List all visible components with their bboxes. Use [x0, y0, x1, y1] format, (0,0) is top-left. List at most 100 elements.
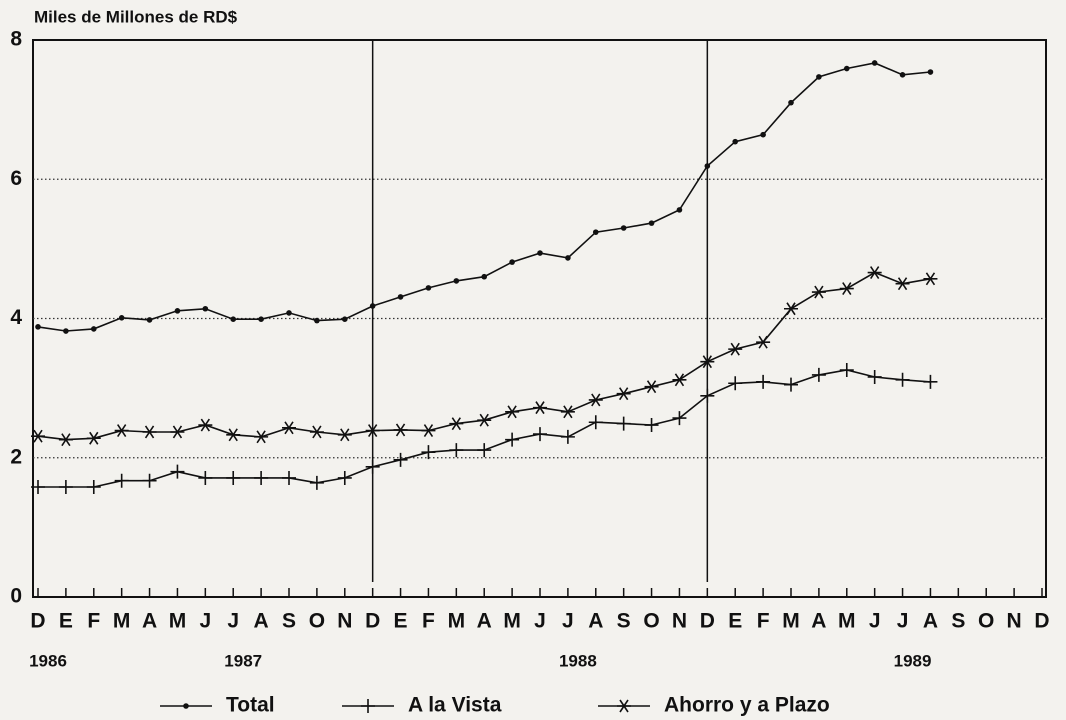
point — [728, 376, 743, 391]
point — [867, 369, 882, 384]
x-tick-label: O — [309, 610, 325, 633]
y-tick-label: 4 — [10, 306, 22, 329]
point — [537, 250, 543, 256]
point — [672, 373, 687, 387]
point — [560, 405, 575, 419]
point — [676, 207, 683, 213]
x-tick-label: J — [562, 610, 574, 633]
point — [341, 316, 348, 322]
legend-label: Ahorro y a Plazo — [664, 694, 830, 717]
x-tick-label: N — [1007, 610, 1022, 633]
point — [309, 425, 324, 439]
point — [170, 425, 185, 439]
x-tick-label: F — [757, 610, 770, 633]
point — [421, 445, 436, 460]
point — [620, 225, 627, 231]
point — [788, 99, 794, 106]
x-tick-label: D — [365, 610, 380, 633]
x-tick-label: J — [199, 610, 211, 633]
year-label: 1986 — [29, 651, 67, 670]
point — [811, 367, 826, 382]
point — [923, 272, 938, 286]
point — [170, 464, 185, 479]
series-line — [37, 62, 931, 332]
point — [365, 459, 380, 474]
x-tick-label: S — [282, 610, 296, 633]
point — [867, 266, 882, 279]
legend-label: A la Vista — [408, 694, 502, 717]
x-tick-label: J — [534, 610, 546, 633]
point — [393, 423, 408, 437]
x-tick-label: O — [643, 610, 659, 633]
x-tick-label: S — [617, 610, 631, 633]
x-tick-label: N — [672, 610, 687, 633]
point — [700, 388, 715, 403]
point — [732, 138, 739, 145]
point — [86, 431, 101, 445]
point — [644, 380, 659, 394]
point — [784, 302, 798, 316]
point — [728, 342, 743, 356]
year-label: 1988 — [559, 651, 597, 670]
point — [533, 401, 547, 415]
y-tick-label: 0 — [10, 585, 22, 608]
point — [533, 427, 547, 442]
point — [226, 428, 241, 442]
point — [453, 278, 460, 284]
point — [704, 163, 711, 169]
x-tick-label: M — [838, 610, 856, 633]
point — [477, 413, 492, 427]
point — [481, 273, 488, 280]
point — [588, 415, 603, 430]
point — [90, 326, 97, 332]
point — [895, 277, 910, 291]
legend-marker — [183, 703, 189, 709]
point — [927, 69, 934, 75]
x-tick-label: M — [503, 610, 521, 633]
point — [816, 74, 822, 80]
series-line — [37, 271, 931, 441]
point — [369, 303, 376, 309]
year-label: 1989 — [894, 651, 932, 670]
point — [644, 418, 659, 433]
chart-title: Miles de Millones de RD$ — [34, 7, 238, 26]
point — [421, 424, 436, 438]
point — [784, 377, 798, 392]
x-tick-label: M — [448, 610, 466, 633]
x-tick-label: A — [923, 610, 938, 633]
point — [449, 417, 464, 431]
point — [58, 433, 73, 447]
point — [286, 310, 292, 316]
x-tick-label: D — [1034, 610, 1049, 633]
point — [811, 285, 826, 299]
point — [337, 470, 352, 485]
y-tick-label: 8 — [10, 28, 22, 51]
legend-marker — [361, 699, 375, 713]
point — [477, 443, 492, 458]
x-tick-label: A — [477, 610, 492, 633]
x-tick-label: F — [422, 610, 435, 633]
x-tick-label: J — [897, 610, 909, 633]
point — [393, 452, 408, 467]
point — [588, 393, 603, 407]
point — [146, 317, 153, 323]
point — [616, 387, 631, 401]
point — [616, 416, 631, 431]
point — [254, 430, 269, 444]
point — [505, 432, 520, 447]
point — [230, 316, 237, 322]
x-tick-label: A — [811, 610, 826, 633]
x-tick-label: J — [227, 610, 239, 633]
point — [314, 317, 320, 324]
point — [565, 255, 571, 261]
x-tick-label: E — [394, 610, 408, 633]
point — [142, 473, 157, 488]
point — [700, 355, 715, 369]
point — [63, 328, 69, 334]
x-tick-label: S — [951, 610, 965, 633]
point — [282, 421, 296, 435]
point — [923, 374, 938, 389]
year-label: 1987 — [224, 651, 262, 670]
point — [58, 479, 73, 494]
